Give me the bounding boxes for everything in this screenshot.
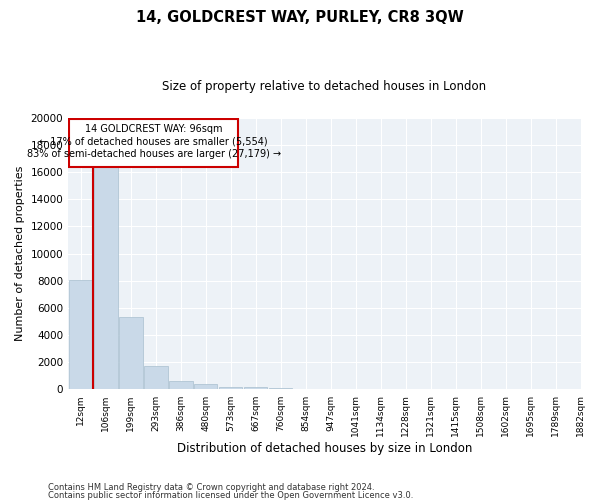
Bar <box>94 166 118 390</box>
Text: ← 17% of detached houses are smaller (5,554): ← 17% of detached houses are smaller (5,… <box>40 136 268 146</box>
Bar <box>69 280 92 390</box>
Text: Contains HM Land Registry data © Crown copyright and database right 2024.: Contains HM Land Registry data © Crown c… <box>48 484 374 492</box>
Text: 83% of semi-detached houses are larger (27,179) →: 83% of semi-detached houses are larger (… <box>27 148 281 158</box>
Bar <box>244 388 268 390</box>
Text: Contains public sector information licensed under the Open Government Licence v3: Contains public sector information licen… <box>48 490 413 500</box>
X-axis label: Distribution of detached houses by size in London: Distribution of detached houses by size … <box>176 442 472 455</box>
Bar <box>70 119 238 166</box>
Text: 14, GOLDCREST WAY, PURLEY, CR8 3QW: 14, GOLDCREST WAY, PURLEY, CR8 3QW <box>136 10 464 25</box>
Bar <box>269 388 292 390</box>
Bar <box>194 384 217 390</box>
Text: 14 GOLDCREST WAY: 96sqm: 14 GOLDCREST WAY: 96sqm <box>85 124 223 134</box>
Bar <box>144 366 167 390</box>
Y-axis label: Number of detached properties: Number of detached properties <box>15 166 25 342</box>
Bar <box>219 386 242 390</box>
Title: Size of property relative to detached houses in London: Size of property relative to detached ho… <box>162 80 487 93</box>
Bar <box>119 318 143 390</box>
Bar <box>169 382 193 390</box>
